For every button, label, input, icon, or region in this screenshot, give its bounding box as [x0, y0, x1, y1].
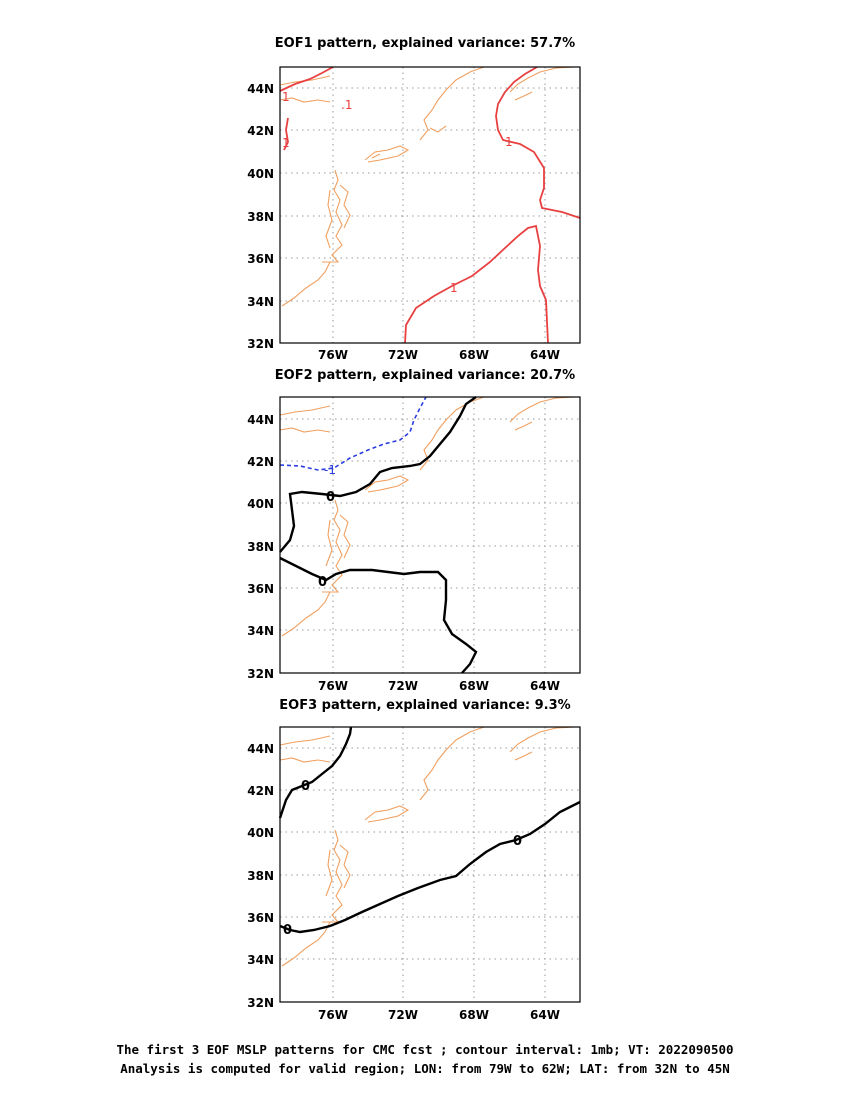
lat-tick: 38N [247, 540, 274, 554]
contour-label: 0 [283, 923, 292, 938]
lon-tick: 64W [530, 679, 560, 693]
contour-label: .1 [341, 98, 352, 112]
lat-tick: 32N [247, 996, 274, 1010]
eof3-grid [280, 727, 580, 1002]
lon-tick: 76W [318, 679, 348, 693]
eof3-frame [279, 726, 581, 1003]
lon-tick: 72W [388, 679, 418, 693]
lat-tick: 40N [247, 167, 274, 181]
lat-tick: 38N [247, 869, 274, 883]
contour-label: 1 [505, 135, 513, 149]
contour-label: 1 [282, 90, 290, 104]
contour-label: -1 [324, 463, 336, 477]
eof2-map: -1 0 0 44N 42N 40N 38N 36N 34N 32N 76W 7… [247, 396, 581, 693]
lat-tick: 44N [247, 413, 274, 427]
lat-tick: 36N [247, 582, 274, 596]
contour-label: 0 [326, 490, 335, 505]
lat-tick: 38N [247, 210, 274, 224]
eof2-frame [279, 396, 581, 674]
eof1-lat-axis: 44N 42N 40N 38N 36N 34N 32N [247, 82, 274, 351]
contour-label: 0 [513, 834, 522, 849]
eof1-frame [279, 66, 581, 344]
lat-tick: 40N [247, 497, 274, 511]
eof3-map: 0 0 0 44N 42N 40N 38N 36N 34N 32N 76W 72… [247, 726, 581, 1022]
lat-tick: 32N [247, 337, 274, 351]
lat-tick: 42N [247, 455, 274, 469]
eof2-grid [280, 397, 580, 673]
eof3-lat-axis: 44N 42N 40N 38N 36N 34N 32N [247, 742, 274, 1010]
lon-tick: 64W [530, 348, 560, 362]
eof1-coastline [279, 66, 576, 307]
lat-tick: 40N [247, 826, 274, 840]
panel-3-title: EOF3 pattern, explained variance: 9.3% [279, 698, 571, 713]
lat-tick: 42N [247, 124, 274, 138]
eof3-contours [278, 726, 581, 934]
eof1-contours [279, 66, 581, 344]
eof2-contours [279, 396, 478, 674]
eof2-lon-axis: 76W 72W 68W 64W [318, 679, 560, 693]
lat-tick: 44N [247, 742, 274, 756]
lon-tick: 72W [388, 348, 418, 362]
eof3-contour-labels: 0 0 0 [283, 779, 522, 938]
lon-tick: 76W [318, 348, 348, 362]
lat-tick: 36N [247, 911, 274, 925]
eof1-lon-axis: 76W 72W 68W 64W [318, 348, 560, 362]
footer-line-2: Analysis is computed for valid region; L… [120, 1061, 730, 1076]
lat-tick: 32N [247, 667, 274, 681]
footer-line-1: The first 3 EOF MSLP patterns for CMC fc… [116, 1042, 734, 1057]
lon-tick: 68W [459, 679, 489, 693]
eof1-map: 1 1 .1 1 1 44N 42N 40N 38N 36N 34N 32N 7… [247, 66, 581, 362]
lat-tick: 34N [247, 624, 274, 638]
lat-tick: 36N [247, 252, 274, 266]
contour-label: 0 [301, 779, 310, 794]
lat-tick: 34N [247, 295, 274, 309]
contour-label: 1 [282, 136, 290, 150]
lon-tick: 72W [388, 1008, 418, 1022]
eof1-grid [280, 67, 580, 343]
lon-tick: 68W [459, 348, 489, 362]
panel-1-title: EOF1 pattern, explained variance: 57.7% [274, 36, 576, 51]
lat-tick: 42N [247, 784, 274, 798]
eof2-lat-axis: 44N 42N 40N 38N 36N 34N 32N [247, 413, 274, 681]
lon-tick: 68W [459, 1008, 489, 1022]
eof3-coastline [279, 726, 576, 967]
lat-tick: 44N [247, 82, 274, 96]
eof2-contour-labels: -1 0 0 [318, 463, 336, 590]
lon-tick: 64W [530, 1008, 560, 1022]
eof2-coastline [279, 396, 576, 637]
eof1-contour-labels: 1 1 .1 1 1 [282, 90, 513, 295]
contour-label: 1 [450, 281, 458, 295]
lon-tick: 76W [318, 1008, 348, 1022]
contour-label: 0 [318, 575, 327, 590]
eof3-lon-axis: 76W 72W 68W 64W [318, 1008, 560, 1022]
lat-tick: 34N [247, 953, 274, 967]
panel-2-title: EOF2 pattern, explained variance: 20.7% [274, 368, 576, 383]
